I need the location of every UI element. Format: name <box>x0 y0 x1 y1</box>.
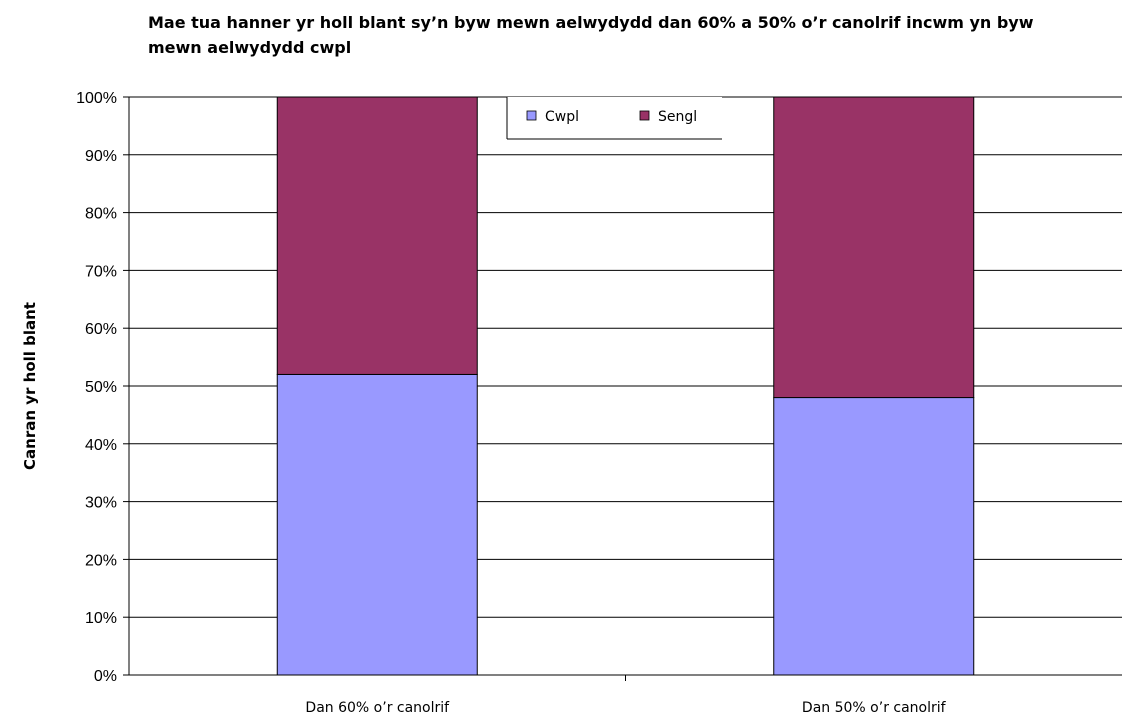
x-category-label: Dan 50% o’r canolrif <box>802 700 947 716</box>
legend-label-cwpl: Cwpl <box>545 109 579 125</box>
y-tick-label: 20% <box>85 552 117 569</box>
x-category-labels: Dan 60% o’r canolrif Dan 50% o’r canolrif <box>305 700 946 716</box>
y-tick-label: 30% <box>85 495 117 512</box>
y-tick-label: 10% <box>85 610 117 627</box>
legend-label-sengl: Sengl <box>658 109 697 125</box>
legend-box <box>507 97 722 139</box>
chart-title: Mae tua hanner yr holl blant sy’n byw me… <box>148 13 1034 57</box>
legend-swatch-cwpl <box>526 110 537 121</box>
y-tick-label: 80% <box>85 206 117 223</box>
y-tick-label: 70% <box>85 263 117 280</box>
legend-swatch-sengl <box>639 110 650 121</box>
bars <box>276 96 975 676</box>
y-tick-label: 40% <box>85 437 117 454</box>
bar-sengl-1 <box>276 96 478 375</box>
bar-cwpl-1 <box>276 373 478 676</box>
y-tick-label: 50% <box>85 379 117 396</box>
y-tick-label: 0% <box>94 668 117 685</box>
y-tick-label: 60% <box>85 321 117 338</box>
axes <box>123 96 1122 681</box>
y-tick-label: 90% <box>85 148 117 165</box>
bar-sengl-2 <box>773 96 975 399</box>
x-category-label: Dan 60% o’r canolrif <box>305 700 450 716</box>
y-tick-label: 100% <box>76 90 117 107</box>
legend: Cwpl Sengl <box>506 97 722 140</box>
y-tick-labels: 0% 10% 20% 30% 40% 50% 60% 70% 80% 90% 100% <box>76 90 117 685</box>
bar-cwpl-2 <box>773 397 975 676</box>
